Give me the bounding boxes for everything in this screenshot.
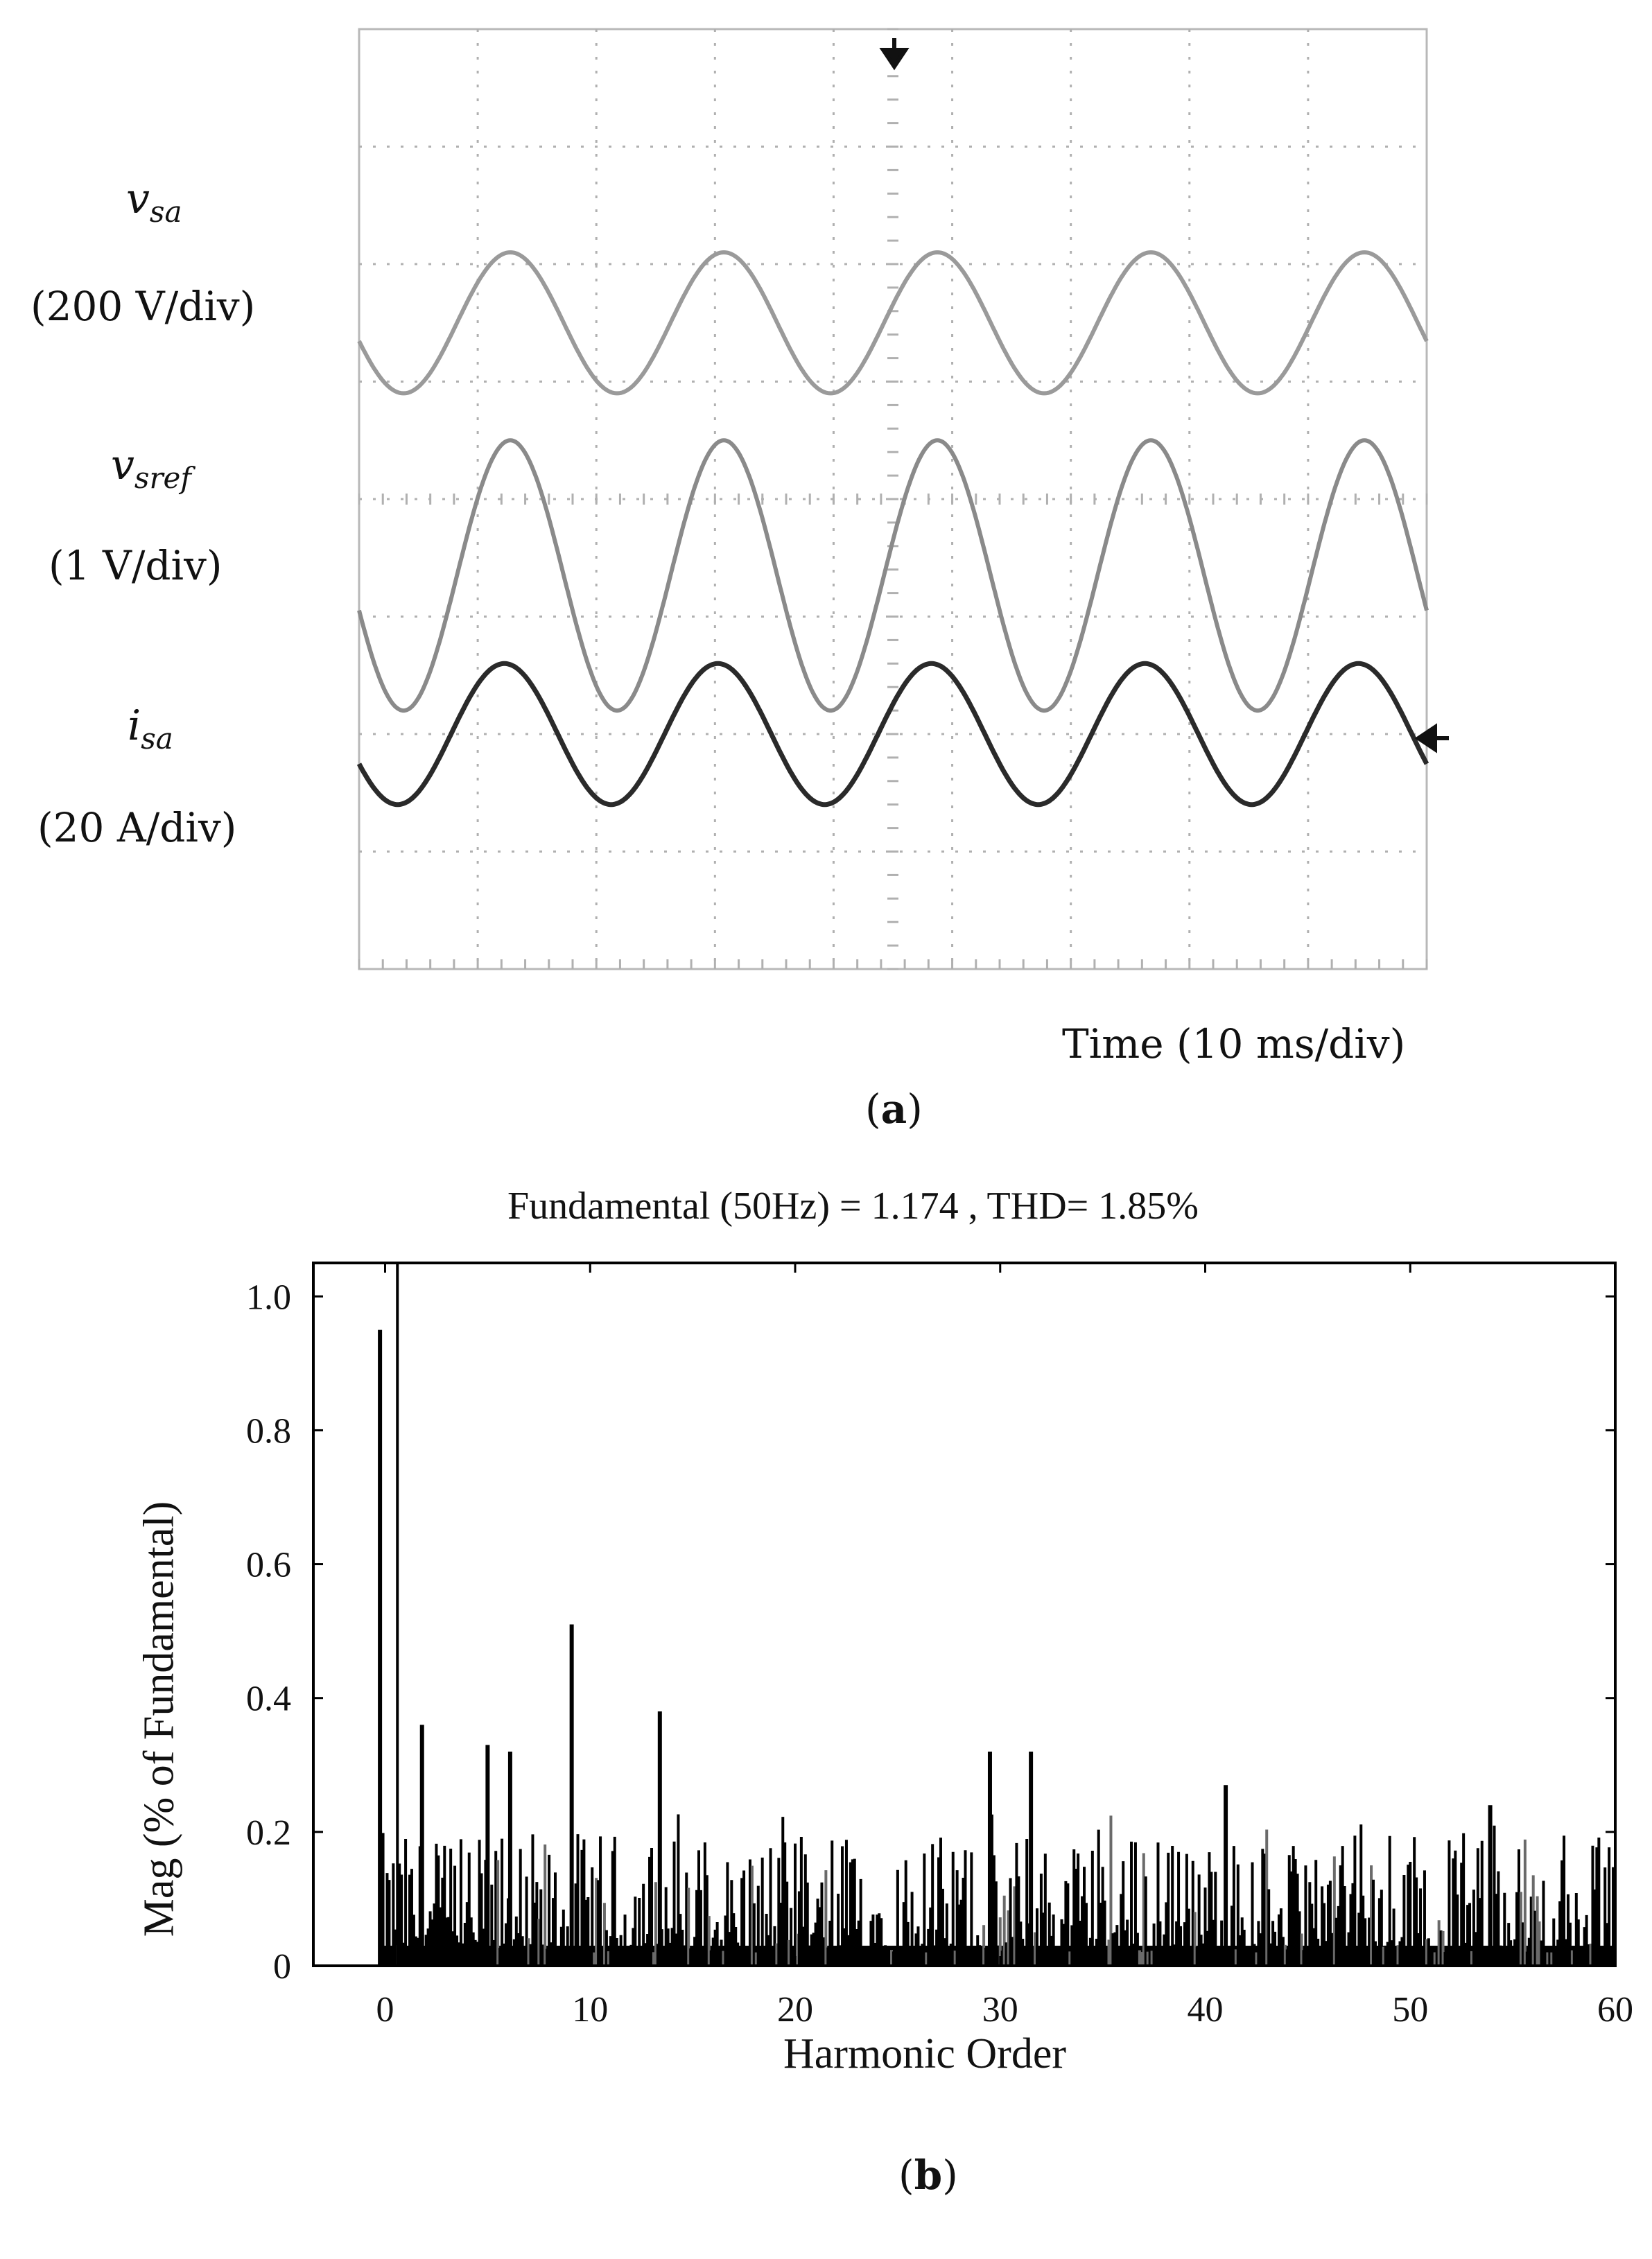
panel-a-caption: (a) — [865, 1085, 923, 1133]
trace-3 — [356, 661, 1429, 808]
y-tick-label: 0.4 — [246, 1680, 291, 1719]
channel-2-symbol: vsref — [111, 441, 191, 495]
channel-1-symbol: vsa — [126, 175, 182, 229]
trace-1 — [357, 250, 1429, 396]
time-axis-label: Time (10 ms/div) — [1062, 1020, 1406, 1067]
trace-2 — [357, 438, 1429, 713]
scope-traces — [356, 250, 1429, 808]
x-tick-label: 30 — [982, 1990, 1018, 2030]
scope-grid — [358, 28, 1428, 970]
y-tick-label: 0.6 — [246, 1546, 291, 1585]
channel-3-symbol: isa — [128, 701, 173, 756]
trigger-arrow-icon — [879, 38, 910, 71]
spectrum-title: Fundamental (50Hz) = 1.174 , THD= 1.85% — [507, 1185, 1199, 1228]
oscilloscope-plot — [356, 28, 1449, 970]
y-tick-label: 0.2 — [246, 1813, 291, 1853]
spectrum-bars — [378, 1263, 1615, 1966]
channel-3-scale: (20 A/div) — [37, 804, 237, 851]
panel-b-caption: (b) — [898, 2152, 958, 2199]
y-tick-label: 1.0 — [246, 1277, 291, 1317]
spectrum-axes — [312, 1262, 1617, 1967]
y-tick-label: 0 — [273, 1947, 291, 1987]
channel-1-scale: (200 V/div) — [31, 283, 256, 330]
y-tick-label: 0.8 — [246, 1411, 291, 1451]
x-tick-label: 60 — [1597, 1990, 1633, 2030]
x-tick-label: 0 — [376, 1990, 394, 2030]
ground-marker-icon — [1414, 723, 1449, 753]
x-tick-label: 50 — [1392, 1990, 1428, 2030]
x-tick-label: 20 — [777, 1990, 813, 2030]
x-tick-label: 40 — [1188, 1990, 1224, 2030]
plot-frame — [312, 1262, 1617, 1967]
spectrum-y-axis-label: Mag (% of Fundamental) — [135, 1501, 183, 1937]
channel-2-scale: (1 V/div) — [49, 542, 223, 589]
x-tick-label: 10 — [572, 1990, 608, 2030]
spectrum-tick-labels: 0 10 20 30 40 50 60 0 0.2 0.4 0.6 0.8 1.0 — [246, 1277, 1633, 2030]
spectrum-x-axis-label: Harmonic Order — [783, 2030, 1066, 2077]
noise-floor — [379, 1946, 1615, 1966]
